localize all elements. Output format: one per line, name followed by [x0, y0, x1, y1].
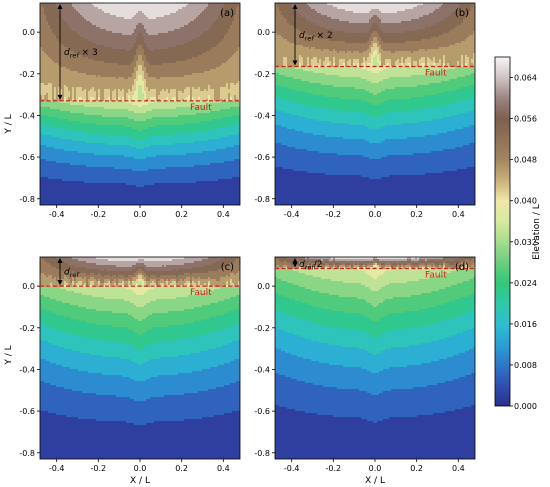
- panels: -0.4 -0.2 0.0 0.2 0.4 0.0 -0.2 -0.4 -0.6 -0.8 Faul…: [19, 2, 476, 473]
- x-tick-label: -0.4: [284, 464, 300, 473]
- y-tick-label: -0.6: [19, 407, 35, 416]
- depth-arrow: [57, 4, 63, 100]
- x-tick-label: 0.4: [217, 464, 230, 473]
- y-tick-label: -0.8: [254, 195, 270, 204]
- x-tick-label: 0.0: [134, 464, 147, 473]
- fault-label: Fault: [425, 270, 447, 280]
- fault-label: Fault: [190, 103, 212, 113]
- x-tick-label: 0.4: [217, 210, 230, 219]
- y-axis-label-bottom: Y / L: [4, 345, 14, 365]
- depth-label: dref × 2: [299, 31, 333, 43]
- x-tick-label: -0.4: [284, 210, 300, 219]
- depth-label: dref/2: [299, 260, 322, 272]
- depth-label: dref: [64, 268, 80, 280]
- colorbar-tick-label: 0.016: [514, 320, 537, 329]
- y-tick-label: -0.4: [254, 365, 270, 374]
- colorbar-tick-label: 0.024: [514, 279, 537, 288]
- colorbar-tick-label: 0.048: [514, 156, 537, 165]
- y-tick-label: -0.2: [19, 70, 35, 79]
- y-tick-label: -0.6: [254, 153, 270, 162]
- colorbar-tick-label: 0.040: [514, 197, 537, 206]
- depth-label: dref × 3: [64, 48, 98, 60]
- panel-b: -0.4 -0.2 0.0 0.2 0.4 0.0 -0.2 -0.4 -0.6 -0.8 Faul…: [254, 2, 476, 219]
- y-tick-label: 0.0: [22, 28, 35, 37]
- fault-label: Fault: [425, 69, 447, 79]
- x-tick-label: 0.4: [452, 464, 465, 473]
- colorbar-gradient: [494, 56, 511, 407]
- x-tick-label: 0.0: [134, 210, 147, 219]
- panel-a: -0.4 -0.2 0.0 0.2 0.4 0.0 -0.2 -0.4 -0.6 -0.8 Faul…: [19, 2, 241, 219]
- colorbar-label: Elevation / L: [532, 204, 542, 260]
- colorbar-tick-label: 0.064: [514, 74, 537, 83]
- x-tick-label: 0.2: [175, 210, 188, 219]
- x-tick-label: 0.0: [369, 210, 382, 219]
- y-tick-label: 0.0: [257, 282, 270, 291]
- colorbar-tick-label: 0.008: [514, 361, 537, 370]
- y-tick-label: -0.8: [254, 449, 270, 458]
- panel-label: (b): [455, 8, 469, 19]
- panel-label: (a): [220, 8, 234, 19]
- x-tick-label: -0.4: [49, 464, 65, 473]
- y-tick-label: -0.2: [254, 70, 270, 79]
- heatmap-field-b: [275, 3, 475, 205]
- y-tick-label: 0.0: [257, 28, 270, 37]
- y-tick-label: -0.8: [19, 449, 35, 458]
- fault-label: Fault: [190, 288, 212, 298]
- heatmap-field-d: [275, 257, 475, 459]
- x-tick-label: -0.2: [91, 464, 107, 473]
- x-tick-label: 0.2: [175, 464, 188, 473]
- colorbar: 0.000 0.008 0.016 0.024 0.032 0.040 0.048 0.056…: [494, 56, 542, 411]
- colorbar-tick-label: 0.000: [514, 402, 537, 411]
- y-tick-label: -0.8: [19, 195, 35, 204]
- x-tick-label: 0.2: [410, 210, 423, 219]
- y-tick-label: -0.2: [19, 324, 35, 333]
- x-axis-label-left: X / L: [130, 476, 150, 486]
- heatmap-field-a: [40, 3, 240, 205]
- colorbar-tick-label: 0.032: [514, 238, 537, 247]
- x-tick-label: -0.2: [326, 210, 342, 219]
- x-tick-label: -0.2: [326, 464, 342, 473]
- y-tick-label: -0.4: [254, 111, 270, 120]
- x-tick-label: -0.4: [49, 210, 65, 219]
- y-axis-label-top: Y / L: [4, 114, 14, 134]
- panel-c: -0.4 -0.2 0.0 0.2 0.4 0.0 -0.2 -0.4 -0.6 -0.8 Faul…: [19, 256, 241, 473]
- panel-label: (d): [455, 262, 469, 273]
- panel-d: -0.4 -0.2 0.0 0.2 0.4 0.0 -0.2 -0.4 -0.6 -0.8 Faul…: [254, 256, 476, 473]
- x-tick-label: -0.2: [91, 210, 107, 219]
- x-tick-label: 0.2: [410, 464, 423, 473]
- heatmap-field-c: [40, 257, 240, 459]
- y-tick-label: -0.6: [254, 407, 270, 416]
- depth-arrow: [292, 4, 298, 66]
- y-tick-label: -0.4: [19, 111, 35, 120]
- y-tick-label: -0.2: [254, 324, 270, 333]
- y-tick-label: -0.6: [19, 153, 35, 162]
- x-axis-label-right: X / L: [365, 476, 385, 486]
- depth-arrow: [57, 258, 63, 286]
- y-tick-label: -0.4: [19, 365, 35, 374]
- colorbar-tick-label: 0.056: [514, 115, 537, 124]
- x-tick-label: 0.0: [369, 464, 382, 473]
- panel-label: (c): [221, 262, 234, 273]
- y-tick-label: 0.0: [22, 282, 35, 291]
- x-tick-label: 0.4: [452, 210, 465, 219]
- depth-arrow: [292, 258, 298, 268]
